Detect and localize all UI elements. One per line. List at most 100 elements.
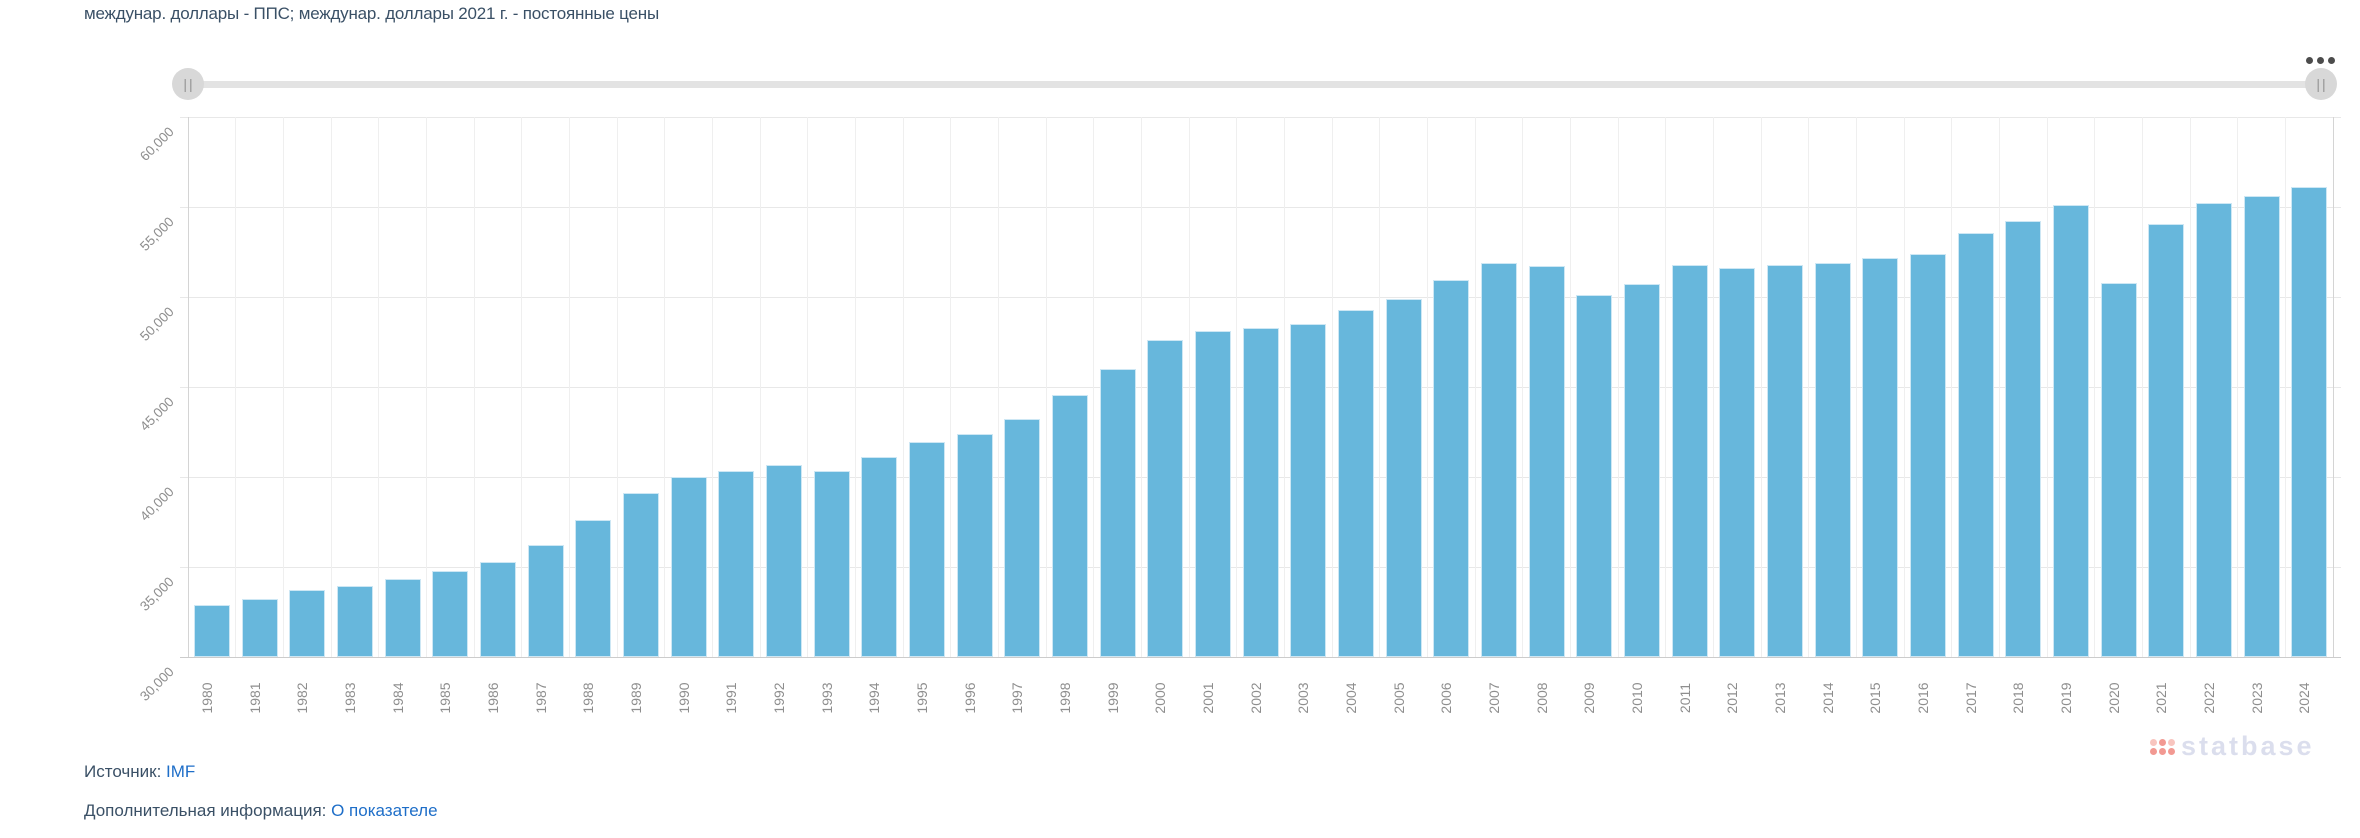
x-axis-label-1990: 1990 — [675, 682, 692, 714]
bar-2020[interactable] — [2100, 282, 2137, 657]
x-gridline — [2046, 117, 2048, 657]
scrollbar-right-handle[interactable]: || — [2305, 68, 2337, 100]
bar-2001[interactable] — [1194, 331, 1231, 657]
menu-dot — [2317, 57, 2324, 64]
x-gridline — [1760, 117, 1762, 657]
x-gridline — [2237, 117, 2239, 657]
x-axis-label-2015: 2015 — [1867, 682, 1884, 714]
info-line: Дополнительная информация: О показателе — [84, 801, 438, 821]
bar-2024[interactable] — [2291, 187, 2328, 657]
x-gridline — [473, 117, 475, 657]
bar-2018[interactable] — [2005, 221, 2042, 657]
y-gridline — [180, 206, 2341, 208]
bar-2016[interactable] — [1909, 253, 1946, 657]
y-axis-label: 60,000 — [137, 124, 177, 164]
source-line: Источник: IMF — [84, 762, 195, 782]
bar-1990[interactable] — [670, 477, 707, 657]
x-axis-label-1991: 1991 — [723, 682, 740, 714]
y-axis-label: 35,000 — [137, 574, 177, 614]
bar-2009[interactable] — [1576, 295, 1613, 657]
x-axis-label-1992: 1992 — [770, 682, 787, 714]
x-axis-label-1982: 1982 — [294, 682, 311, 714]
bar-2005[interactable] — [1385, 298, 1422, 657]
bar-1994[interactable] — [861, 457, 898, 657]
x-axis-label-1984: 1984 — [389, 682, 406, 714]
x-axis-label-2005: 2005 — [1390, 682, 1407, 714]
x-gridline — [1426, 117, 1428, 657]
x-axis-label-2017: 2017 — [1962, 682, 1979, 714]
x-gridline — [1998, 117, 2000, 657]
x-axis-label-1993: 1993 — [818, 682, 835, 714]
scrollbar-track[interactable] — [180, 81, 2332, 88]
x-axis-label-2000: 2000 — [1152, 682, 1169, 714]
x-axis-label-1995: 1995 — [913, 682, 930, 714]
menu-dot — [2328, 57, 2335, 64]
bar-2022[interactable] — [2195, 202, 2232, 657]
bar-2004[interactable] — [1337, 309, 1374, 657]
x-gridline — [1951, 117, 1953, 657]
x-axis-label-2016: 2016 — [1914, 682, 1931, 714]
bar-2006[interactable] — [1433, 279, 1470, 657]
x-gridline — [1569, 117, 1571, 657]
bar-1997[interactable] — [1004, 419, 1041, 657]
x-axis-label-1985: 1985 — [437, 682, 454, 714]
x-gridline — [664, 117, 666, 657]
x-gridline — [807, 117, 809, 657]
chart-title: междунар. доллары - ППС; междунар. долла… — [84, 4, 659, 23]
bar-1984[interactable] — [384, 578, 421, 657]
x-axis-label-2019: 2019 — [2057, 682, 2074, 714]
bar-1992[interactable] — [765, 465, 802, 657]
bar-1998[interactable] — [1051, 395, 1088, 657]
bar-2008[interactable] — [1528, 266, 1565, 657]
bar-1987[interactable] — [527, 545, 564, 657]
bar-2007[interactable] — [1480, 262, 1517, 657]
bar-2003[interactable] — [1290, 324, 1327, 657]
bar-1980[interactable] — [193, 604, 230, 657]
x-gridline — [235, 117, 237, 657]
x-axis-label-1994: 1994 — [866, 682, 883, 714]
bar-2014[interactable] — [1814, 262, 1851, 657]
x-axis-label-1987: 1987 — [532, 682, 549, 714]
bar-2021[interactable] — [2148, 224, 2185, 657]
x-gridline — [2332, 117, 2334, 657]
bar-1986[interactable] — [479, 561, 516, 657]
x-axis-label-2018: 2018 — [2010, 682, 2027, 714]
bar-2013[interactable] — [1766, 264, 1803, 657]
x-axis-label-1986: 1986 — [484, 682, 501, 714]
x-axis-label-2013: 2013 — [1771, 682, 1788, 714]
x-gridline — [711, 117, 713, 657]
bar-2011[interactable] — [1671, 264, 1708, 657]
x-axis-label-2021: 2021 — [2153, 682, 2170, 714]
bar-2002[interactable] — [1242, 327, 1279, 657]
x-gridline — [854, 117, 856, 657]
bar-1989[interactable] — [622, 493, 659, 657]
bar-1988[interactable] — [575, 520, 612, 657]
bar-1985[interactable] — [432, 570, 469, 657]
bar-2019[interactable] — [2052, 205, 2089, 657]
x-axis-label-2023: 2023 — [2248, 682, 2265, 714]
y-gridline — [180, 116, 2341, 118]
source-link-imf[interactable]: IMF — [166, 762, 196, 781]
x-gridline — [616, 117, 618, 657]
bar-2000[interactable] — [1147, 340, 1184, 657]
bar-1983[interactable] — [336, 585, 373, 657]
bar-1993[interactable] — [813, 470, 850, 657]
bar-1996[interactable] — [956, 433, 993, 657]
x-gridline — [521, 117, 523, 657]
export-menu-icon[interactable] — [2306, 57, 2335, 64]
indicator-info-link[interactable]: О показателе — [331, 801, 438, 820]
bar-2023[interactable] — [2243, 196, 2280, 657]
y-gridline — [180, 296, 2341, 298]
scrollbar-left-handle[interactable]: || — [172, 68, 204, 100]
bar-2017[interactable] — [1957, 233, 1994, 657]
bar-2010[interactable] — [1623, 284, 1660, 657]
bar-2012[interactable] — [1719, 268, 1756, 657]
bar-1981[interactable] — [241, 599, 278, 657]
x-axis-label-1989: 1989 — [627, 682, 644, 714]
bar-1982[interactable] — [289, 590, 326, 657]
bar-1991[interactable] — [718, 470, 755, 657]
bar-2015[interactable] — [1862, 258, 1899, 657]
bar-1999[interactable] — [1099, 369, 1136, 657]
bar-1995[interactable] — [908, 441, 945, 657]
x-gridline — [1283, 117, 1285, 657]
